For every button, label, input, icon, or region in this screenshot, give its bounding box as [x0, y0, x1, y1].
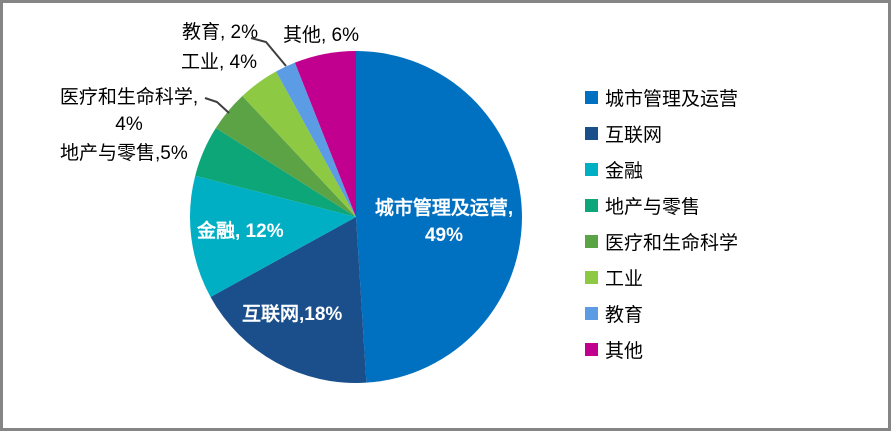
pie-label-education: 教育, 2% — [182, 22, 259, 43]
legend-item-other: 其他 — [585, 338, 738, 362]
legend-label-city: 城市管理及运营 — [605, 88, 739, 110]
pie-slice-2 — [210, 217, 367, 383]
legend-item-industry: 工业 — [585, 266, 738, 290]
pie-slice-1 — [356, 51, 522, 383]
legend-swatch-internet — [585, 126, 598, 140]
legend-label-education: 教育 — [605, 304, 644, 326]
legend-label-finance: 金融 — [605, 160, 644, 182]
leader-line-education — [250, 37, 287, 67]
legend-label-internet: 互联网 — [605, 124, 663, 146]
legend-swatch-medical — [585, 234, 598, 248]
legend-item-education: 教育 — [585, 302, 738, 326]
legend-label-other: 其他 — [605, 340, 644, 362]
pie-slice-4 — [195, 128, 356, 217]
pie-slice-7 — [276, 62, 356, 217]
legend-swatch-realestate — [585, 198, 598, 212]
legend-item-city: 城市管理及运营 — [585, 86, 739, 110]
pie-slice-6 — [242, 71, 356, 217]
pie-label-city: 城市管理及运营, 49% — [375, 195, 513, 249]
legend-label-industry: 工业 — [605, 268, 644, 290]
pie-slice-5 — [215, 95, 356, 217]
pie-slice-8 — [294, 51, 356, 217]
pie-label-medical-line2: 4% — [115, 114, 143, 135]
pie-label-finance: 金融, 12% — [197, 221, 284, 242]
legend-swatch-industry — [585, 270, 598, 284]
pie-slice-3 — [190, 175, 356, 297]
pie-label-internet: 互联网,18% — [242, 304, 343, 325]
leader-line-medical — [204, 97, 230, 114]
pie-label-industry: 工业, 4% — [181, 52, 258, 73]
pie-label-medical: 医疗和生命科学, 4% — [60, 84, 198, 138]
pie-label-realestate: 地产与零售,5% — [60, 143, 188, 164]
legend-swatch-education — [585, 306, 598, 320]
legend-label-medical: 医疗和生命科学 — [605, 232, 739, 254]
legend-swatch-other — [585, 342, 598, 356]
pie-label-medical-line1: 医疗和生命科学, — [59, 87, 199, 108]
legend: 城市管理及运营 互联网 金融 地产与零售 医疗和生命科学 工业 教育 其他 — [585, 86, 738, 374]
pie-label-city-line1: 城市管理及运营, — [374, 198, 514, 219]
legend-item-internet: 互联网 — [585, 122, 738, 146]
legend-label-realestate: 地产与零售 — [605, 196, 701, 218]
legend-item-finance: 金融 — [585, 158, 738, 182]
pie-label-other: 其他, 6% — [283, 25, 360, 46]
legend-swatch-city — [585, 90, 598, 104]
pie-label-city-line2: 49% — [424, 225, 464, 246]
legend-item-medical: 医疗和生命科学 — [585, 230, 739, 254]
legend-swatch-finance — [585, 162, 598, 176]
legend-item-realestate: 地产与零售 — [585, 194, 738, 218]
pie-slices — [190, 51, 522, 383]
